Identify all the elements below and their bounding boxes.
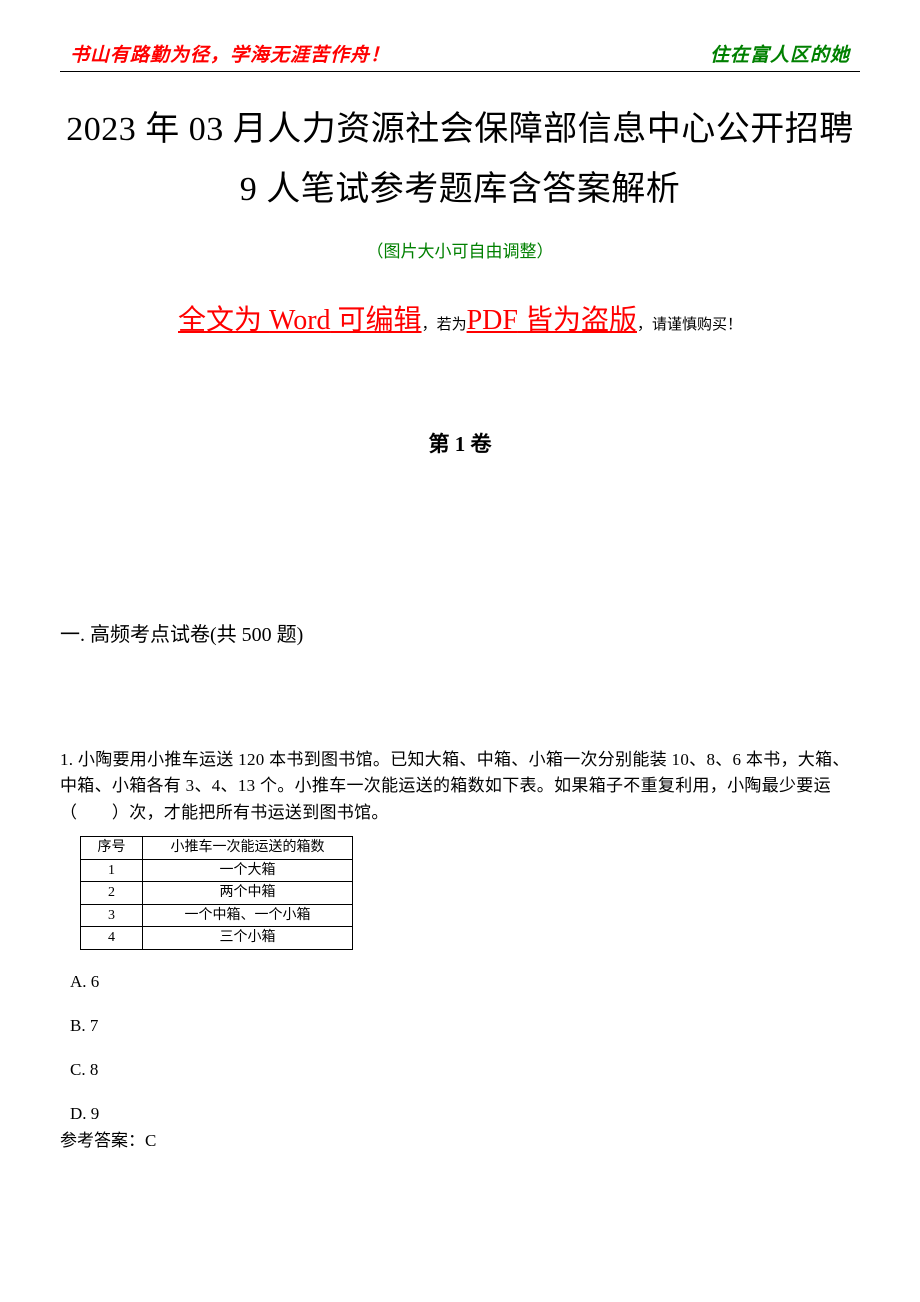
table-row: 序号 小推车一次能运送的箱数	[81, 837, 353, 860]
table-row: 2 两个中箱	[81, 882, 353, 905]
table-row: 4 三个小箱	[81, 927, 353, 950]
question-1-answer: 参考答案：C	[60, 1126, 860, 1151]
header-motto-right: 住在富人区的她	[710, 40, 850, 67]
section-heading: 一. 高频考点试卷(共 500 题)	[60, 618, 860, 647]
table-cell: 一个中箱、一个小箱	[143, 904, 353, 927]
table-cell: 4	[81, 927, 143, 950]
table-cell: 2	[81, 882, 143, 905]
document-title: 2023 年 03 月人力资源社会保障部信息中心公开招聘 9 人笔试参考题库含答…	[60, 100, 860, 219]
answer-label: 参考答案：	[60, 1131, 145, 1150]
table-cell: 两个中箱	[143, 882, 353, 905]
table-cell: 一个大箱	[143, 859, 353, 882]
warning-connector: ，若为	[422, 317, 467, 333]
answer-value: C	[145, 1131, 156, 1150]
table-cell: 3	[81, 904, 143, 927]
header-motto-left: 书山有路勤为径，学海无涯苦作舟！	[70, 40, 390, 67]
warning-tail: ，请谨慎购买！	[637, 317, 742, 333]
table-row: 1 一个大箱	[81, 859, 353, 882]
question-1-table: 序号 小推车一次能运送的箱数 1 一个大箱 2 两个中箱 3 一个中箱、一个小箱…	[80, 836, 353, 950]
option-a: A. 6	[70, 972, 860, 992]
table-cell: 三个小箱	[143, 927, 353, 950]
table-cell: 1	[81, 859, 143, 882]
piracy-warning: 全文为 Word 可编辑，若为PDF 皆为盗版，请谨慎购买！	[60, 298, 860, 338]
header-divider	[60, 71, 860, 72]
table-header-desc: 小推车一次能运送的箱数	[143, 837, 353, 860]
table-header-index: 序号	[81, 837, 143, 860]
question-1-stem: 1. 小陶要用小推车运送 120 本书到图书馆。已知大箱、中箱、小箱一次分别能装…	[60, 747, 860, 826]
option-c: C. 8	[70, 1060, 860, 1080]
option-b: B. 7	[70, 1016, 860, 1036]
volume-label: 第 1 卷	[60, 428, 860, 458]
image-resize-note: （图片大小可自由调整）	[60, 237, 860, 262]
warning-pdf-pirated: PDF 皆为盗版	[467, 305, 637, 336]
option-d: D. 9	[70, 1104, 860, 1124]
question-1-options: A. 6 B. 7 C. 8 D. 9	[70, 972, 860, 1124]
page-header: 书山有路勤为径，学海无涯苦作舟！ 住在富人区的她	[60, 40, 860, 67]
warning-word-editable: 全文为 Word 可编辑	[178, 305, 422, 336]
table-row: 3 一个中箱、一个小箱	[81, 904, 353, 927]
